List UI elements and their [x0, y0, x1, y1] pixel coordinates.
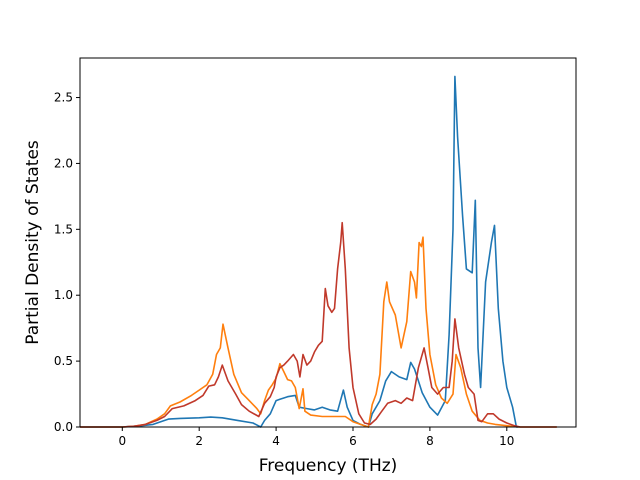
x-axis-ticks: 0 2 4 6 8 10 — [118, 427, 514, 448]
x-tick-label: 2 — [195, 434, 203, 448]
x-tick-label: 8 — [426, 434, 434, 448]
x-tick-label: 6 — [349, 434, 357, 448]
y-axis-ticks: 0.0 0.5 1.0 1.5 2.0 2.5 — [54, 91, 80, 434]
series-line-3 — [80, 221, 557, 428]
y-tick-label: 0.0 — [54, 420, 73, 434]
x-tick-label: 0 — [118, 434, 126, 448]
x-tick-label: 10 — [499, 434, 514, 448]
y-tick-label: 2.0 — [54, 156, 73, 170]
series-line-2 — [80, 236, 557, 428]
series-layer — [80, 75, 557, 428]
y-tick-label: 1.0 — [54, 288, 73, 302]
y-tick-label: 0.5 — [54, 354, 73, 368]
y-tick-label: 1.5 — [54, 222, 73, 236]
x-tick-label: 4 — [272, 434, 280, 448]
x-axis-label: Frequency (THz) — [259, 456, 398, 476]
plot-frame — [79, 57, 577, 428]
y-axis-label: Partial Density of States — [23, 140, 43, 345]
y-tick-label: 2.5 — [54, 91, 73, 105]
series-line-1 — [80, 75, 519, 428]
